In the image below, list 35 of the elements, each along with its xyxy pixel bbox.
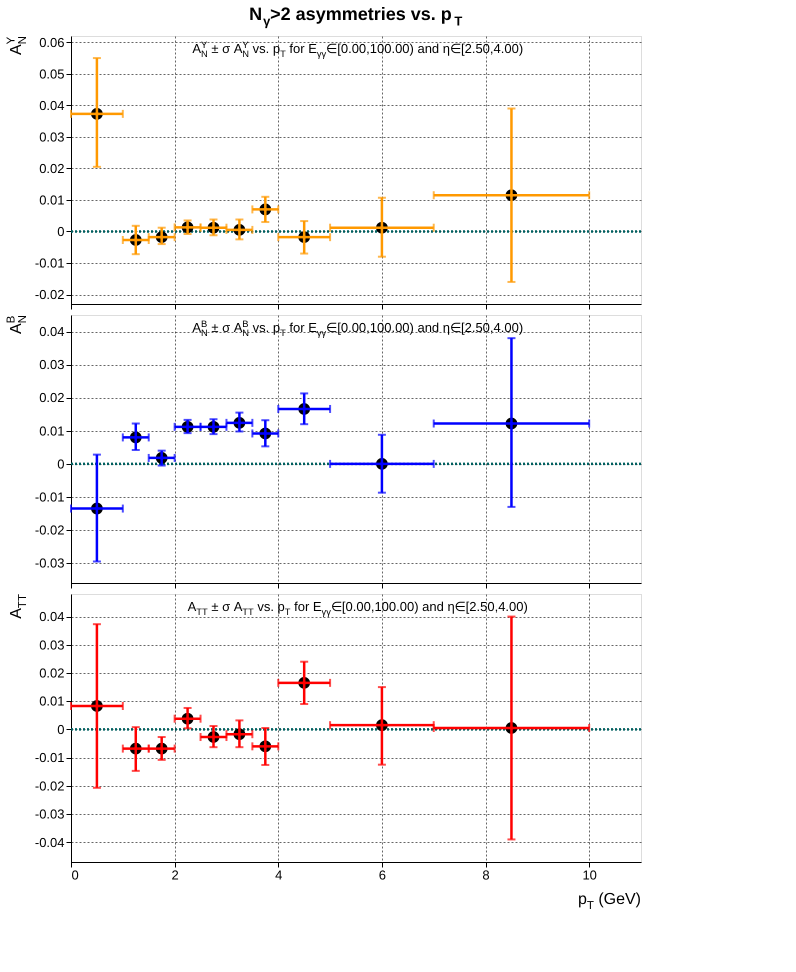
text: ANY (6, 36, 29, 55)
y-tick-label: -0.01 (34, 256, 64, 271)
y-tick-label: 0.02 (39, 390, 64, 406)
y-tick-label: 0 (57, 224, 64, 239)
y-tick-label: 0.04 (39, 324, 64, 340)
y-tick-label: 0.06 (39, 34, 64, 50)
x-tick-label: 10 (582, 868, 597, 882)
y-tick-label: 0.02 (39, 665, 64, 680)
x-tick-label: 0 (72, 868, 79, 882)
y-tick-label: -0.01 (34, 750, 64, 766)
y-tick-label: -0.03 (34, 806, 64, 822)
y-tick-label: -0.04 (34, 834, 64, 850)
x-tick-label: 2 (172, 868, 179, 882)
y-tick-label: 0.01 (39, 192, 64, 208)
y-tick-label: -0.03 (34, 556, 64, 571)
x-tick-label: 4 (275, 868, 282, 882)
y-tick-label: 0.03 (39, 129, 64, 144)
y-tick-label: 0.04 (39, 98, 64, 113)
y-tick-label: -0.02 (34, 287, 64, 302)
x-tick-label: 8 (482, 868, 490, 882)
y-tick-label: 0.05 (39, 66, 64, 82)
y-tick-label: 0 (57, 456, 64, 472)
y-tick-label: 0.01 (39, 694, 64, 709)
text: ANB (6, 314, 29, 334)
y-tick-label: 0.01 (39, 423, 64, 438)
y-tick-label: 0.02 (39, 160, 64, 176)
y-tick-label: 0.03 (39, 637, 64, 652)
y-tick-label: -0.01 (34, 489, 64, 504)
x-tick-label: 6 (378, 868, 386, 882)
text: ATT (8, 594, 29, 619)
y-tick-label: 0 (57, 722, 64, 737)
y-tick-label: -0.02 (34, 778, 64, 794)
y-tick-label: -0.02 (34, 522, 64, 538)
y-tick-label: 0.04 (39, 609, 64, 624)
y-tick-label: 0.03 (39, 357, 64, 372)
